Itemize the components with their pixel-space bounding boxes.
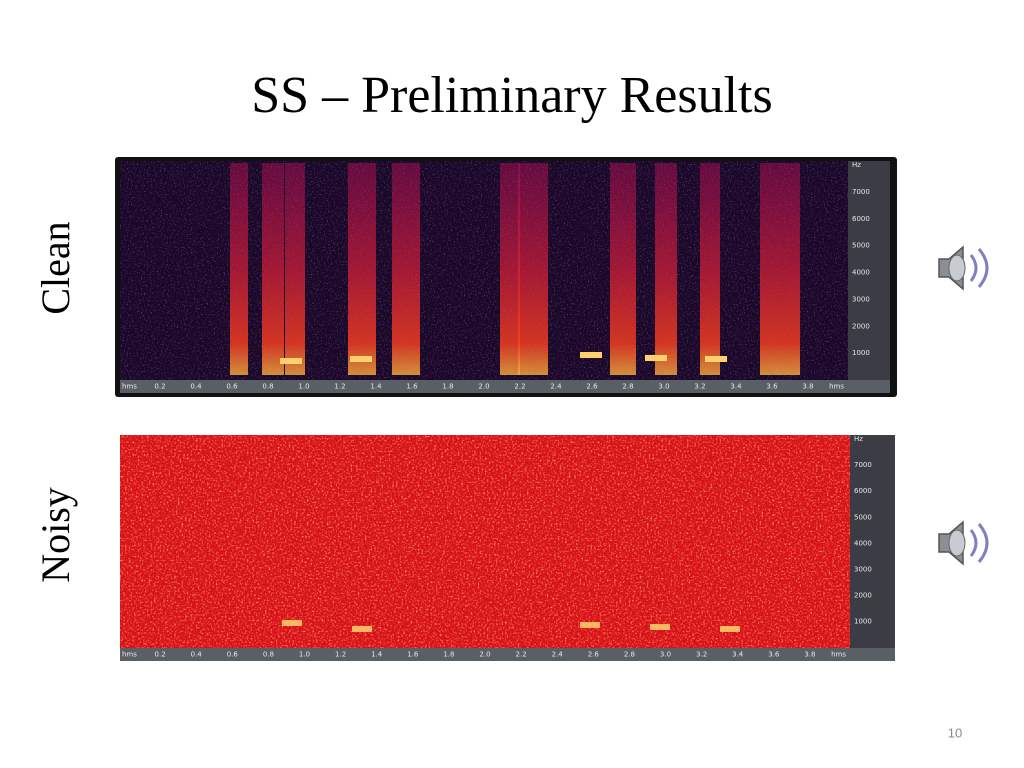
formant (650, 624, 670, 630)
time-tick-label: 2.6 (586, 383, 598, 391)
noisy-texture (120, 435, 850, 648)
time-tick-label: 1.6 (407, 651, 419, 659)
speech-burst (518, 163, 548, 375)
freq-tick-label: 7000 (854, 461, 872, 469)
time-tick-label: 3.8 (802, 383, 813, 391)
freq-tick-label: 2000 (852, 322, 870, 330)
clean-freq-axis (848, 161, 890, 380)
freq-tick-label: 5000 (852, 242, 870, 250)
noisy-bursts (282, 620, 740, 632)
panel-label: Noisy (33, 487, 78, 583)
time-tick-label: 2.6 (588, 651, 600, 659)
speech-burst (610, 163, 636, 375)
speech-burst (500, 163, 520, 375)
freq-tick-label: 5000 (854, 513, 872, 521)
speech-burst (392, 163, 420, 375)
freq-tick-label: 1000 (854, 618, 872, 626)
time-tick-label: 2.0 (478, 383, 489, 391)
time-tick-label: 2.2 (514, 383, 525, 391)
speech-burst (285, 163, 305, 375)
slide-title: SS – Preliminary Results (251, 67, 772, 124)
formant (280, 358, 302, 364)
time-tick-label: 3.0 (658, 383, 669, 391)
time-tick-label: 0.8 (262, 383, 273, 391)
time-tick-label: 1.2 (334, 383, 345, 391)
time-tick-label: 2.8 (624, 651, 635, 659)
noisy-freq-axis (850, 435, 895, 648)
noisy-time-axis (120, 648, 895, 661)
time-tick-label: 2.4 (552, 651, 564, 659)
time-tick-label: 0.6 (226, 383, 238, 391)
time-tick-label: hms (829, 383, 844, 391)
time-tick-label: 1.6 (406, 383, 418, 391)
time-tick-label: 2.8 (622, 383, 633, 391)
time-tick-label: 1.4 (371, 651, 383, 659)
time-tick-label: 1.4 (370, 383, 382, 391)
freq-tick-label: 4000 (854, 539, 872, 547)
time-tick-label: 1.0 (299, 651, 310, 659)
time-tick-label: 3.8 (804, 651, 815, 659)
time-tick-label: 3.6 (768, 651, 780, 659)
time-tick-label: 1.8 (442, 383, 453, 391)
freq-tick-label: 2000 (854, 592, 872, 600)
speech-burst (700, 163, 720, 375)
time-tick-label: 0.4 (191, 651, 203, 659)
time-tick-label: 0.8 (263, 651, 274, 659)
speaker-icon[interactable] (938, 245, 989, 291)
speech-burst (348, 163, 376, 375)
clean-time-axis (120, 380, 890, 393)
panel-label: Clean (33, 221, 78, 314)
speech-bursts (230, 163, 800, 375)
time-tick-label: hms (122, 383, 137, 391)
formant (282, 620, 302, 626)
freq-tick-label: 3000 (854, 566, 872, 574)
formant (352, 626, 372, 632)
page-number: 10 (948, 725, 962, 740)
time-tick-label: 3.2 (694, 383, 705, 391)
time-tick-label: 2.0 (479, 651, 490, 659)
time-tick-label: 2.2 (516, 651, 527, 659)
formant (720, 626, 740, 632)
time-tick-label: 3.2 (696, 651, 707, 659)
time-tick-label: 3.6 (766, 383, 778, 391)
time-tick-label: 1.2 (335, 651, 346, 659)
formant (580, 352, 602, 358)
formant (580, 622, 600, 628)
freq-tick-label: 3000 (852, 295, 870, 303)
time-tick-label: 0.2 (155, 651, 166, 659)
speech-burst (262, 163, 284, 375)
time-tick-label: 3.4 (730, 383, 742, 391)
time-tick-label: 0.2 (154, 383, 165, 391)
time-tick-label: 3.4 (732, 651, 744, 659)
speech-burst (230, 163, 248, 375)
speech-burst (655, 163, 677, 375)
time-tick-label: hms (122, 651, 137, 659)
time-tick-label: 0.4 (190, 383, 202, 391)
freq-tick-label: 6000 (854, 487, 872, 495)
freq-tick-label: 1000 (852, 349, 870, 357)
time-tick-label: 0.6 (227, 651, 239, 659)
formant (350, 356, 372, 362)
time-tick-label: 2.4 (550, 383, 562, 391)
formant (705, 356, 727, 362)
formant (645, 355, 667, 361)
speech-burst (760, 163, 800, 375)
freq-tick-label: Hz (854, 435, 863, 443)
freq-tick-label: 4000 (852, 269, 870, 277)
time-tick-label: 3.0 (660, 651, 671, 659)
freq-tick-label: 6000 (852, 215, 870, 223)
speaker-icon[interactable] (938, 520, 989, 566)
clean-texture (120, 161, 848, 380)
time-tick-label: 1.0 (298, 383, 309, 391)
time-tick-label: hms (831, 651, 846, 659)
time-tick-label: 1.8 (443, 651, 454, 659)
freq-tick-label: 7000 (852, 188, 870, 196)
freq-tick-label: Hz (852, 161, 861, 169)
